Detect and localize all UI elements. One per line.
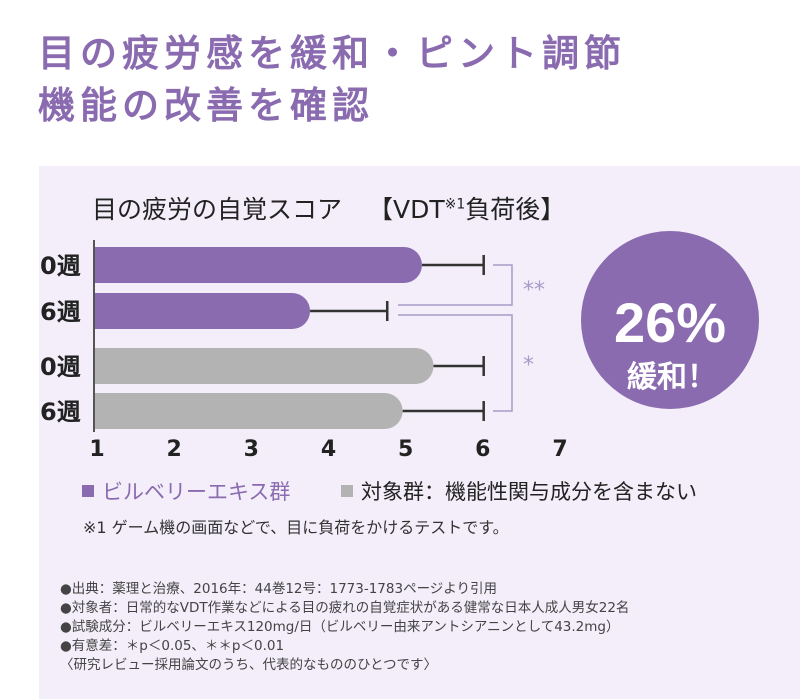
x-tick-label: 7	[552, 437, 567, 462]
row-label: 6週	[40, 398, 81, 426]
headline-line-1: 目の疲労感を緩和・ピント調節	[38, 32, 626, 75]
chart-title: 目の疲労の自覚スコア 【VDT※1負荷後】	[92, 190, 565, 226]
x-tick-label: 6	[475, 437, 490, 462]
legend-item-control: 対象群：機能性関与成分を含まない	[341, 476, 697, 506]
x-tick-label: 1	[89, 437, 104, 462]
bar	[94, 393, 403, 429]
result-badge	[581, 231, 759, 409]
footnote: ※1 ゲーム機の画面などで、目に負荷をかけるテストです。	[83, 518, 509, 537]
x-tick-label: 3	[244, 437, 259, 462]
legend-swatch-bilberry	[82, 485, 94, 497]
note-line: ●有意差：＊p＜0.05、＊＊p＜0.01	[60, 638, 285, 654]
badge-label: 緩和！	[627, 360, 717, 395]
x-tick-label: 4	[321, 437, 336, 462]
chart-title-main: 目の疲労の自覚スコア	[92, 195, 343, 224]
bar	[94, 293, 311, 329]
chart-title-superscript: ※1	[444, 196, 466, 213]
chart-title-bracket: 【VDT	[367, 195, 445, 224]
x-tick-label: 5	[398, 437, 413, 462]
headline-line-2: 機能の改善を確認	[38, 84, 374, 127]
row-label: 0週	[40, 252, 81, 280]
significance-bracket	[398, 314, 513, 412]
note-line: 〈研究レビュー採用論文のうち、代表的なもののひとつです〉	[60, 657, 438, 673]
x-tick-label: 2	[167, 437, 182, 462]
significance-marker: *	[523, 353, 534, 378]
note-line: ●試験成分：ビルベリーエキス120mg/日（ビルベリー由来アントシアニンとして4…	[60, 619, 620, 635]
note-line: ●出典：薬理と治療、2016年：44巻12号：1773-1783ページより引用	[60, 581, 498, 597]
source-notes: ●出典：薬理と治療、2016年：44巻12号：1773-1783ページより引用 ●…	[60, 580, 629, 675]
significance-marker: **	[523, 278, 545, 303]
bar	[94, 348, 434, 384]
row-label: 0週	[40, 353, 81, 381]
badge-value: 26%	[614, 291, 726, 354]
legend-item-bilberry: ビルベリーエキス群	[82, 476, 290, 506]
note-line: ●対象者：日常的なVDT作業などによる目の疲れの自覚症状がある健常な日本人成人男…	[60, 600, 630, 616]
legend-label-control: 対象群：機能性関与成分を含まない	[361, 480, 697, 504]
row-label: 6週	[40, 298, 81, 326]
bar	[94, 247, 422, 283]
legend-label-bilberry: ビルベリーエキス群	[102, 480, 291, 504]
chart-title-suffix: 負荷後】	[465, 195, 566, 224]
significance-bracket	[398, 264, 513, 306]
headline: 目の疲労感を緩和・ピント調節 機能の改善を確認	[38, 28, 626, 132]
legend-swatch-control	[341, 485, 353, 497]
